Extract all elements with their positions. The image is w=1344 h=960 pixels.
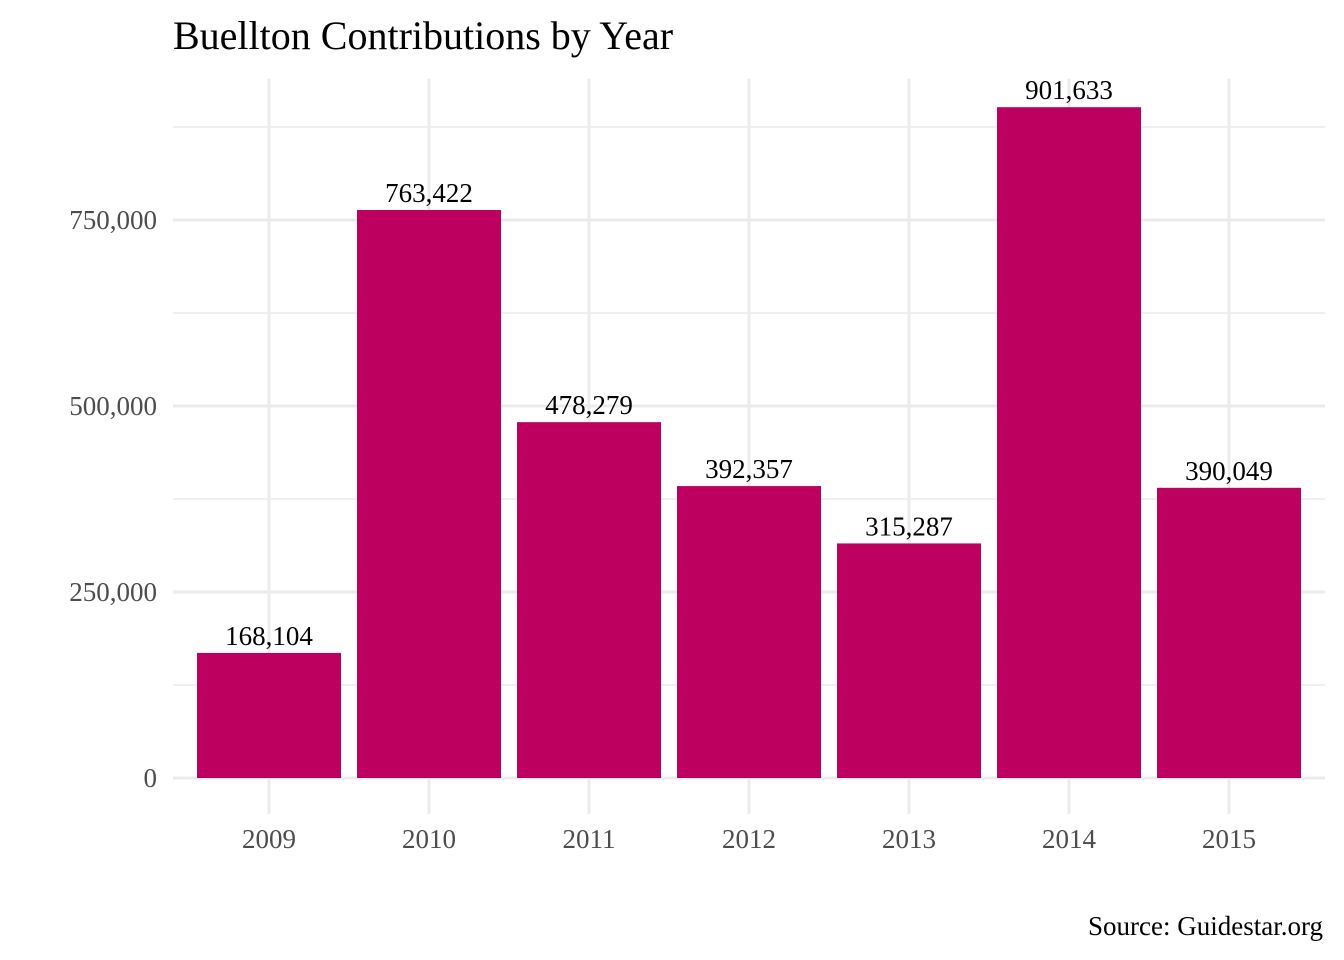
x-tick-label: 2010 [402, 824, 456, 854]
data-label-2012: 392,357 [705, 454, 793, 484]
data-label-2014: 901,633 [1025, 75, 1113, 105]
y-tick-label: 0 [144, 763, 158, 793]
x-tick-label: 2013 [882, 824, 936, 854]
x-axis: 2009 2010 2011 2012 2013 2014 2015 [242, 824, 1256, 854]
x-tick-label: 2009 [242, 824, 296, 854]
bar-2012 [677, 486, 821, 778]
y-tick-label: 500,000 [69, 391, 157, 421]
x-tick-label: 2012 [722, 824, 776, 854]
y-axis: 0 250,000 500,000 750,000 [69, 205, 157, 793]
data-label-2011: 478,279 [545, 390, 633, 420]
bar-2013 [837, 543, 981, 778]
data-label-2013: 315,287 [865, 511, 953, 541]
data-label-2009: 168,104 [225, 621, 313, 651]
bar-2009 [197, 652, 341, 778]
bar-2010 [357, 210, 501, 778]
data-label-2010: 763,422 [385, 178, 473, 208]
y-tick-label: 750,000 [69, 205, 157, 235]
x-tick-label: 2014 [1042, 824, 1097, 854]
bar-2015 [1157, 487, 1301, 778]
data-label-2015: 390,049 [1185, 456, 1273, 486]
source-caption: Source: Guidestar.org [1088, 911, 1323, 941]
y-tick-label: 250,000 [69, 577, 157, 607]
bar-2014 [997, 107, 1141, 778]
bars [197, 107, 1301, 778]
x-tick-label: 2015 [1202, 824, 1256, 854]
data-labels: 168,104 763,422 478,279 392,357 315,287 901,6… [225, 75, 1273, 651]
x-tick-label: 2011 [563, 824, 616, 854]
bar-2011 [517, 422, 661, 778]
chart-title: Buellton Contributions by Year [173, 13, 673, 58]
